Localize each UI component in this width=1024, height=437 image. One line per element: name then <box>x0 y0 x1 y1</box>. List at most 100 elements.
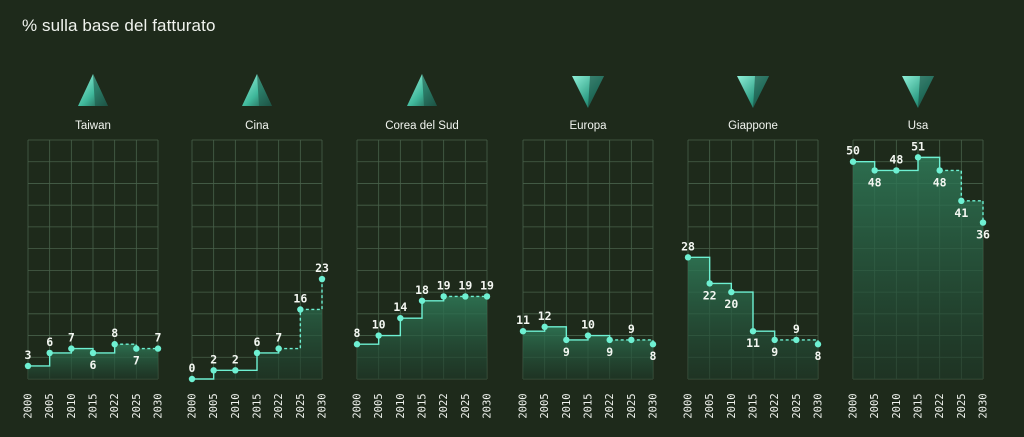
x-tick-label: 2022 <box>273 393 285 418</box>
triangle-shade <box>422 74 437 106</box>
data-label: 8 <box>650 349 657 363</box>
x-tick-label: 2030 <box>978 393 990 418</box>
x-tick-label: 2022 <box>769 393 781 418</box>
projection-line-segment <box>961 200 984 223</box>
data-point <box>210 367 217 374</box>
data-label: 20 <box>724 297 738 311</box>
x-tick-label: 2030 <box>153 393 165 418</box>
series-line-segment <box>731 291 754 332</box>
series-line-segment <box>566 335 589 341</box>
data-label: 19 <box>437 278 451 292</box>
data-point <box>728 288 735 296</box>
x-tick-label: 2022 <box>934 393 946 418</box>
panel-title: Taiwan <box>75 120 111 132</box>
data-label: 36 <box>976 228 990 242</box>
x-tick-label: 2010 <box>395 393 407 418</box>
x-tick-label: 2005 <box>208 393 220 418</box>
x-tick-label: 2022 <box>109 393 121 418</box>
data-label: 23 <box>315 261 329 275</box>
data-point <box>111 341 118 348</box>
triangle-shade <box>588 76 604 108</box>
x-tick-label: 2025 <box>791 393 803 418</box>
series-line-segment <box>257 348 280 354</box>
area-fill <box>192 279 322 379</box>
data-point <box>584 332 592 339</box>
x-tick-label: 2000 <box>352 393 364 418</box>
x-tick-label: 2025 <box>626 393 638 418</box>
triangle-shade <box>257 74 272 106</box>
data-point <box>418 297 426 304</box>
data-point <box>606 336 613 344</box>
data-point <box>483 293 491 300</box>
projection-line-segment <box>939 169 963 201</box>
data-label: 3 <box>25 348 32 362</box>
x-tick-label: 2010 <box>230 393 242 418</box>
data-point <box>914 154 922 161</box>
chart-panel: 28 22 20 11 9 9 8 2000 2005 2010 2015 2022 2025 2030 G… <box>681 76 825 419</box>
data-point <box>979 219 987 226</box>
x-tick-label: 2022 <box>604 393 616 418</box>
data-label: 6 <box>46 335 53 349</box>
series-line-segment <box>378 318 402 337</box>
data-label: 41 <box>954 206 968 220</box>
data-point <box>297 306 304 313</box>
data-label: 7 <box>155 331 162 345</box>
x-tick-label: 2022 <box>438 393 450 418</box>
data-label: 10 <box>581 318 595 332</box>
data-label: 9 <box>606 345 613 359</box>
data-label: 11 <box>516 313 530 327</box>
data-label: 9 <box>793 322 800 336</box>
data-label: 7 <box>275 331 282 345</box>
data-point <box>706 280 713 287</box>
x-tick-label: 2030 <box>482 393 494 418</box>
data-label: 2 <box>232 352 239 366</box>
projection-line-segment <box>278 309 302 350</box>
data-label: 8 <box>111 326 118 340</box>
data-point <box>353 341 361 348</box>
panel-title: Europa <box>569 120 607 132</box>
data-label: 7 <box>68 331 75 345</box>
data-point <box>628 336 635 344</box>
series-line-segment <box>422 296 445 302</box>
x-tick-label: 2015 <box>748 393 760 418</box>
data-label: 6 <box>254 335 261 349</box>
data-point <box>893 167 900 174</box>
data-point <box>958 197 965 205</box>
x-tick-label: 2015 <box>583 393 595 418</box>
data-point <box>462 293 469 300</box>
x-tick-label: 2000 <box>23 393 35 418</box>
projection-line-segment <box>300 279 323 311</box>
x-tick-label: 2015 <box>88 393 100 418</box>
data-point <box>253 349 261 357</box>
data-point <box>649 341 657 348</box>
data-label: 11 <box>746 336 760 350</box>
x-tick-label: 2015 <box>252 393 264 418</box>
data-point <box>936 167 943 174</box>
series-line-segment <box>28 352 51 367</box>
data-label: 0 <box>189 361 196 375</box>
panel-title: Usa <box>908 120 929 132</box>
data-point <box>232 367 239 374</box>
x-tick-label: 2005 <box>704 393 716 418</box>
x-tick-label: 2005 <box>869 393 881 418</box>
data-point <box>771 336 778 344</box>
area-fill <box>853 157 983 379</box>
chart-panel: 11 12 9 10 9 9 8 2000 2005 2010 2015 2022 2025 2030 Eu… <box>516 76 660 419</box>
triangle-shade <box>918 76 934 108</box>
page-title: % sulla base del fatturato <box>22 16 216 35</box>
data-point <box>519 328 527 335</box>
data-label: 14 <box>393 300 407 314</box>
area-fill <box>523 326 653 379</box>
data-label: 19 <box>458 278 472 292</box>
x-tick-label: 2010 <box>726 393 738 418</box>
data-label: 8 <box>354 326 361 340</box>
x-tick-label: 2000 <box>848 393 860 418</box>
panel-title: Giappone <box>728 120 778 132</box>
data-point <box>318 275 326 283</box>
data-point <box>275 345 282 352</box>
data-label: 9 <box>628 322 635 336</box>
data-label: 9 <box>771 345 778 359</box>
series-line-segment <box>235 352 258 372</box>
x-tick-label: 2000 <box>187 393 199 418</box>
